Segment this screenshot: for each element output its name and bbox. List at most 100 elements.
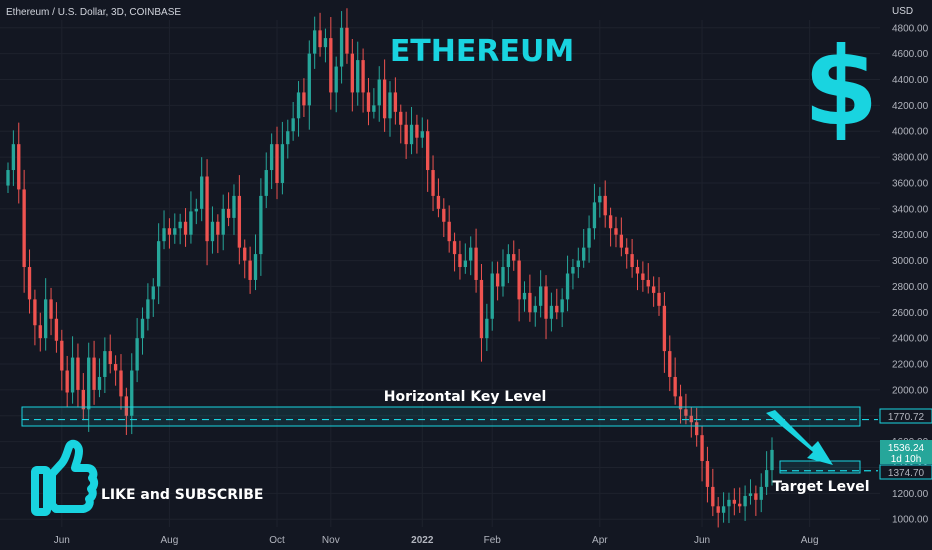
y-tick-label: 3200.00 <box>892 230 929 241</box>
time-axis: Jun Aug Oct Nov 2022 Feb Apr Jun Aug <box>54 535 819 546</box>
candle-body <box>501 267 505 287</box>
candle-body <box>700 435 704 462</box>
x-tick-label: Jun <box>694 535 710 546</box>
candle-body <box>377 79 381 106</box>
candle-series <box>6 8 774 528</box>
candle-body <box>302 92 306 106</box>
candle-body <box>22 189 26 268</box>
key-level-zone <box>21 406 861 427</box>
candle-body <box>695 422 699 436</box>
candle-body <box>103 351 107 377</box>
candle-body <box>764 470 769 487</box>
y-tick-label: 3400.00 <box>892 204 929 215</box>
candle-body <box>307 53 311 106</box>
candle-body <box>237 195 242 248</box>
candle-body <box>485 318 489 339</box>
candle-body <box>156 241 161 287</box>
candle-body <box>490 273 494 319</box>
candle-body <box>27 267 32 300</box>
candle-body <box>436 195 441 209</box>
candle-body <box>339 27 344 67</box>
candle-body <box>130 370 134 416</box>
candle-body <box>329 38 333 93</box>
candle-body <box>140 318 145 339</box>
candle-body <box>754 493 758 500</box>
candle-body <box>200 176 204 209</box>
candle-body <box>684 409 688 416</box>
candle-body <box>243 247 247 261</box>
y-tick-label: 4200.00 <box>892 101 929 112</box>
candle-body <box>393 92 398 112</box>
candle-body <box>495 273 500 287</box>
candle-body <box>167 228 172 235</box>
candle-body <box>447 221 451 242</box>
y-tick-label: 4400.00 <box>892 75 929 86</box>
candle-body <box>269 144 274 171</box>
key-level-label: Horizontal Key Level <box>384 389 547 405</box>
candle-body <box>399 111 403 125</box>
candle-body <box>124 396 129 416</box>
candle-body <box>334 66 338 93</box>
candle-body <box>635 267 640 274</box>
x-tick-label: Apr <box>592 535 608 546</box>
candle-body <box>280 144 285 183</box>
candle-body <box>603 195 607 216</box>
candle-body <box>162 228 166 242</box>
candle-body <box>415 124 419 138</box>
candle-body <box>479 279 484 339</box>
candle-body <box>151 286 155 300</box>
thumbs-up-icon <box>31 439 99 516</box>
candle-body <box>458 254 462 268</box>
currency-label: USD <box>892 6 913 17</box>
x-tick-label: 2022 <box>411 535 434 546</box>
candle-body <box>135 338 139 371</box>
candle-body <box>678 396 683 410</box>
candle-body <box>646 279 650 287</box>
candle-body <box>743 495 747 507</box>
candle-body <box>286 131 290 145</box>
candle-body <box>183 221 188 235</box>
candle-body <box>372 105 376 112</box>
bar-countdown: 1d 10h <box>891 454 922 465</box>
candle-body <box>619 234 624 248</box>
candle-body <box>420 131 424 138</box>
candle-body <box>474 247 478 280</box>
y-tick-label: 3600.00 <box>892 178 929 189</box>
x-tick-label: Feb <box>484 535 502 546</box>
chart-title: ETHEREUM <box>390 34 574 69</box>
candle-body <box>146 299 150 319</box>
candle-body <box>119 370 123 397</box>
candle-body <box>361 60 365 93</box>
candle-body <box>689 415 693 423</box>
candle-body <box>512 254 516 261</box>
candle-body <box>442 208 446 222</box>
candle-body <box>522 292 527 300</box>
candle-body <box>92 357 96 390</box>
y-tick-label: 2600.00 <box>892 308 929 319</box>
last-price-badge: 1536.24 1d 10h <box>880 440 932 465</box>
candle-body <box>76 357 80 390</box>
candle-body <box>70 357 75 393</box>
candle-body <box>388 92 392 119</box>
candle-body <box>673 376 677 397</box>
candle-body <box>721 506 726 513</box>
y-tick-label: 1000.00 <box>892 515 929 526</box>
candle-body <box>592 202 597 229</box>
candle-body <box>409 124 414 145</box>
symbol-header: Ethereum / U.S. Dollar, 3D, COINBASE <box>6 7 181 18</box>
candle-body <box>205 176 209 242</box>
x-tick-label: Nov <box>322 535 340 546</box>
target-level-label: Target Level <box>772 479 869 495</box>
candle-body <box>657 292 661 306</box>
candle-body <box>651 286 656 293</box>
x-tick-label: Aug <box>161 535 179 546</box>
y-tick-label: 2000.00 <box>892 385 929 396</box>
y-tick-label: 4800.00 <box>892 23 929 34</box>
candle-body <box>65 370 69 393</box>
candle-body <box>259 195 263 255</box>
candle-body <box>662 305 667 352</box>
key-level-price-badge: 1770.72 <box>879 408 932 424</box>
candle-body <box>291 118 295 132</box>
